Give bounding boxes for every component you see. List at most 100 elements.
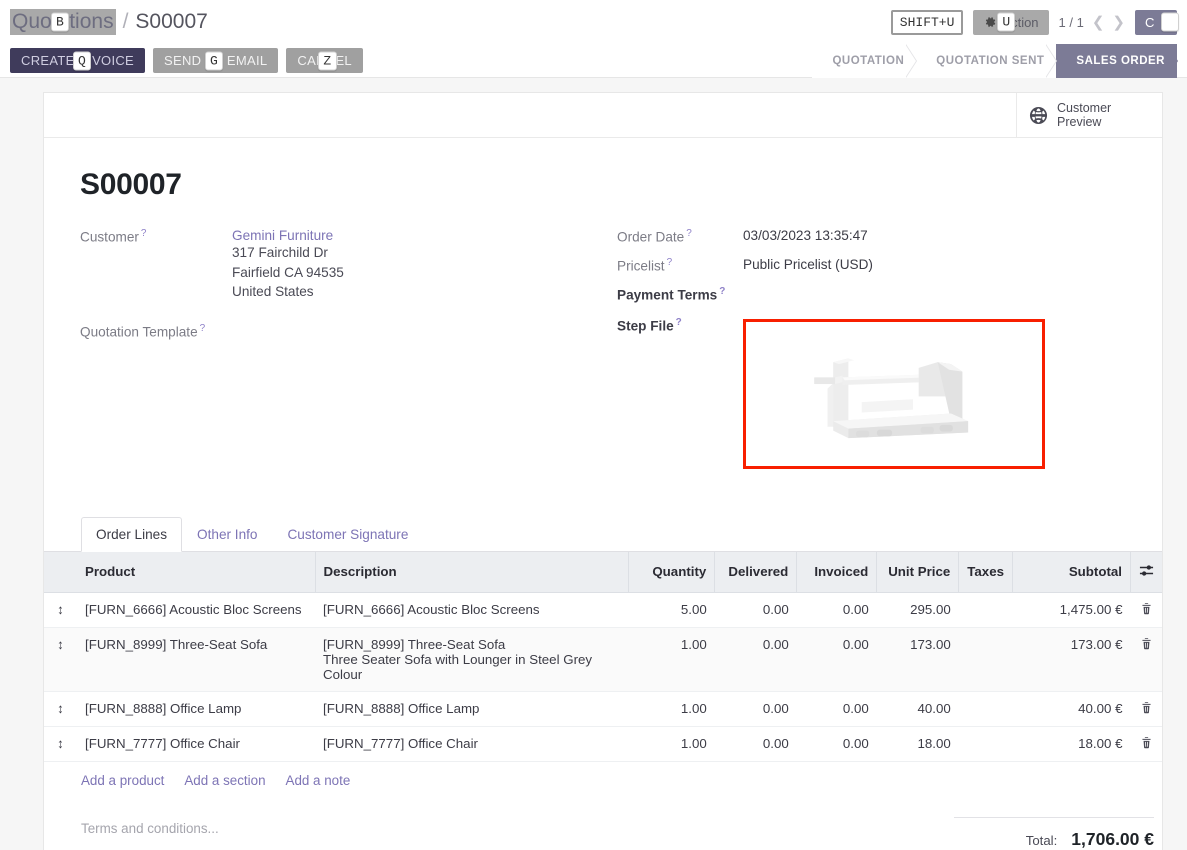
trash-icon[interactable] [1140, 637, 1153, 650]
trash-icon[interactable] [1140, 736, 1153, 749]
customer-preview-button[interactable]: Customer Preview [1016, 93, 1162, 137]
terms-and-conditions-input[interactable]: Terms and conditions... [81, 820, 219, 836]
row-drag-handle[interactable]: ↕ [44, 726, 77, 762]
help-icon[interactable]: ? [686, 228, 692, 239]
col-description[interactable]: Description [315, 551, 630, 593]
create-invoice-button[interactable]: CREATE INVOICE Q [10, 48, 146, 73]
field-customer-value[interactable]: Gemini Furniture 317 Fairchild Dr Fairfi… [232, 228, 344, 302]
cell-quantity[interactable]: 5.00 [628, 592, 715, 628]
add-a-note-link[interactable]: Add a note [285, 772, 351, 788]
shortcut-badge-q: Q [73, 51, 92, 70]
customer-link[interactable]: Gemini Furniture [232, 228, 334, 243]
row-drag-handle[interactable]: ↕ [44, 592, 77, 628]
tab-order-lines[interactable]: Order Lines [81, 516, 183, 552]
table-row[interactable]: ↕ [FURN_8888] Office Lamp [FURN_8888] Of… [44, 691, 1162, 727]
cell-unit-price[interactable]: 18.00 [876, 726, 959, 762]
col-delivered[interactable]: Delivered [714, 551, 798, 593]
action-menu-button[interactable]: Action U [973, 9, 1049, 35]
cell-unit-price[interactable]: 173.00 [876, 627, 959, 692]
cell-product[interactable]: [FURN_6666] Acoustic Bloc Screens [77, 592, 315, 628]
add-a-section-link[interactable]: Add a section [184, 772, 266, 788]
customer-preview-label: Customer Preview [1057, 101, 1111, 129]
cell-product[interactable]: [FURN_8999] Three-Seat Sofa [77, 627, 315, 692]
row-delete-cell[interactable] [1130, 691, 1162, 727]
cell-quantity[interactable]: 1.00 [628, 726, 715, 762]
cell-delivered[interactable]: 0.00 [714, 627, 797, 692]
cell-delivered[interactable]: 0.00 [714, 592, 797, 628]
row-delete-cell[interactable] [1130, 726, 1162, 762]
col-subtotal[interactable]: Subtotal [1012, 551, 1131, 593]
cell-quantity[interactable]: 1.00 [628, 627, 715, 692]
field-step-file-label-text: Step File [617, 318, 674, 334]
cut-off-button[interactable]: C [1135, 9, 1179, 35]
row-delete-cell[interactable] [1130, 627, 1162, 692]
cell-description[interactable]: [FURN_7777] Office Chair [315, 726, 629, 762]
col-product[interactable]: Product [77, 551, 316, 593]
cell-subtotal: 1,475.00 € [1012, 592, 1131, 628]
col-quantity[interactable]: Quantity [628, 551, 716, 593]
cell-invoiced[interactable]: 0.00 [796, 726, 877, 762]
tab-other-info[interactable]: Other Info [182, 517, 272, 552]
field-pricelist-value[interactable]: Public Pricelist (USD) [743, 256, 873, 272]
table-row[interactable]: ↕ [FURN_6666] Acoustic Bloc Screens [FUR… [44, 592, 1162, 628]
cell-subtotal: 18.00 € [1012, 726, 1131, 762]
row-delete-cell[interactable] [1130, 592, 1162, 628]
row-drag-handle[interactable]: ↕ [44, 691, 77, 727]
cell-invoiced[interactable]: 0.00 [796, 592, 877, 628]
sheet-button-box: Customer Preview [44, 93, 1162, 138]
help-icon[interactable]: ? [199, 322, 206, 334]
help-icon[interactable]: ? [140, 228, 147, 239]
table-row[interactable]: ↕ [FURN_7777] Office Chair [FURN_7777] O… [44, 726, 1162, 762]
col-unit-price[interactable]: Unit Price [876, 551, 960, 593]
cancel-button[interactable]: CANCEL Z [286, 48, 363, 73]
order-lines-body: ↕ [FURN_6666] Acoustic Bloc Screens [FUR… [44, 592, 1162, 762]
help-icon[interactable]: ? [719, 286, 726, 298]
field-order-date-value[interactable]: 03/03/2023 13:35:47 [743, 228, 868, 243]
cell-description-main: [FURN_6666] Acoustic Bloc Screens [323, 601, 540, 617]
tab-order-lines-label: Order Lines [96, 526, 168, 542]
add-a-product-link[interactable]: Add a product [81, 772, 165, 788]
trash-icon[interactable] [1140, 701, 1153, 714]
breadcrumb-bar: Quotations B / S00007 SHIFT+U Action U 1… [0, 0, 1187, 44]
breadcrumb-parent-link[interactable]: Quotations B [10, 9, 116, 35]
cell-unit-price[interactable]: 295.00 [876, 592, 959, 628]
status-sales-order[interactable]: SALES ORDER [1056, 43, 1178, 78]
cell-invoiced[interactable]: 0.00 [796, 627, 877, 692]
table-row[interactable]: ↕ [FURN_8999] Three-Seat Sofa [FURN_8999… [44, 627, 1162, 692]
col-taxes[interactable]: Taxes [958, 551, 1013, 593]
trash-icon[interactable] [1140, 602, 1153, 615]
tab-customer-signature[interactable]: Customer Signature [272, 517, 423, 552]
cell-invoiced[interactable]: 0.00 [796, 691, 877, 727]
cell-subtotal: 40.00 € [1012, 691, 1131, 727]
cell-taxes[interactable] [958, 691, 1013, 727]
cell-description[interactable]: [FURN_8999] Three-Seat Sofa Three Seater… [315, 627, 629, 692]
help-icon[interactable]: ? [675, 316, 682, 328]
cell-description[interactable]: [FURN_6666] Acoustic Bloc Screens [315, 592, 629, 628]
row-drag-handle[interactable]: ↕ [44, 627, 77, 692]
optional-columns-dropdown[interactable] [1130, 551, 1162, 593]
col-invoiced[interactable]: Invoiced [796, 551, 878, 593]
step-file-preview-box[interactable] [743, 318, 1045, 469]
cell-product[interactable]: [FURN_8888] Office Lamp [77, 691, 315, 727]
field-order-date-label-text: Order Date [617, 229, 685, 245]
cell-taxes[interactable] [958, 592, 1013, 628]
cell-delivered[interactable]: 0.00 [714, 726, 797, 762]
help-icon[interactable]: ? [666, 256, 673, 268]
cell-delivered[interactable]: 0.00 [714, 691, 797, 727]
cut-off-button-label: C [1145, 14, 1155, 30]
cell-quantity[interactable]: 1.00 [628, 691, 715, 727]
chevron-left-icon[interactable]: ❮ [1091, 14, 1105, 31]
totals-block: Total: 1,706.00 € [954, 816, 1154, 850]
cell-taxes[interactable] [958, 627, 1013, 692]
page-title: S00007 [80, 168, 182, 201]
field-order-date: Order Date? 03/03/2023 13:35:47 [617, 228, 1126, 245]
cell-unit-price[interactable]: 40.00 [876, 691, 959, 727]
send-by-email-button[interactable]: SEND BY EMAIL G [153, 48, 279, 73]
cell-product[interactable]: [FURN_7777] Office Chair [77, 726, 315, 762]
cell-taxes[interactable] [958, 726, 1013, 762]
chevron-right-icon[interactable]: ❯ [1112, 14, 1125, 31]
status-sales-order-label: SALES ORDER [1076, 54, 1165, 67]
cell-description[interactable]: [FURN_8888] Office Lamp [315, 691, 629, 727]
status-quotation-sent[interactable]: QUOTATION SENT [916, 43, 1058, 78]
status-quotation[interactable]: QUOTATION [812, 43, 918, 78]
